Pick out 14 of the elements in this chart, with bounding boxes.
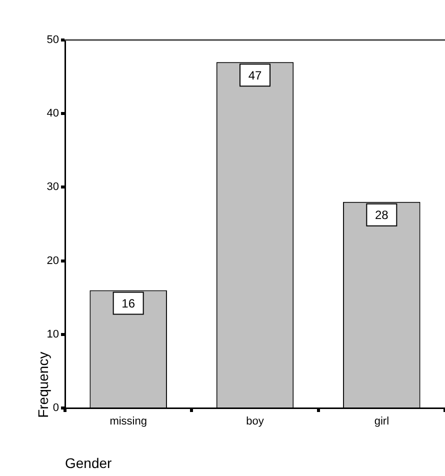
y-tick-label: 50 (46, 34, 59, 46)
y-tick-label: 0 (52, 402, 59, 414)
data-label: 47 (248, 68, 262, 82)
y-tick-label: 20 (46, 254, 59, 267)
y-tick-label: 10 (46, 328, 59, 340)
y-tick-label: 40 (46, 108, 59, 120)
x-tick-label: boy (246, 416, 264, 428)
data-label: 16 (122, 296, 136, 311)
x-tick-label: missing (110, 416, 147, 428)
y-axis-title: Frequency (35, 352, 52, 418)
y-tick-label: 30 (46, 181, 59, 194)
data-label: 28 (374, 208, 389, 222)
x-tick-label: girl (374, 416, 390, 428)
x-axis-title: Gender (65, 455, 112, 471)
